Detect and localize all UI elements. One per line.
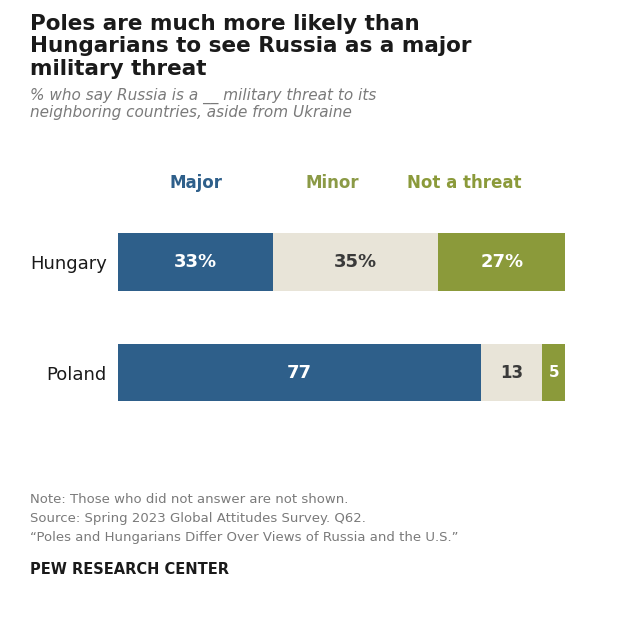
Bar (438, 233, 565, 291)
Text: 13: 13 (500, 364, 523, 382)
Text: Source: Spring 2023 Global Attitudes Survey. Q62.: Source: Spring 2023 Global Attitudes Sur… (30, 512, 366, 525)
Text: Hungarians to see Russia as a major: Hungarians to see Russia as a major (30, 36, 471, 57)
Text: Note: Those who did not answer are not shown.: Note: Those who did not answer are not s… (30, 493, 348, 506)
Text: 35%: 35% (334, 252, 378, 271)
Text: 5: 5 (548, 365, 559, 380)
Text: 77: 77 (286, 364, 312, 382)
Bar (118, 344, 480, 401)
Bar (273, 233, 438, 291)
Text: Major: Major (169, 173, 222, 192)
Text: 33%: 33% (174, 252, 217, 271)
Text: 27%: 27% (480, 252, 523, 271)
Bar (542, 344, 565, 401)
Text: Minor: Minor (306, 173, 359, 192)
Bar (118, 233, 273, 291)
Text: Not a threat: Not a threat (407, 173, 521, 192)
Text: % who say Russia is a __ military threat to its: % who say Russia is a __ military threat… (30, 88, 376, 104)
Text: military threat: military threat (30, 59, 206, 79)
Text: PEW RESEARCH CENTER: PEW RESEARCH CENTER (30, 562, 229, 577)
Text: Poles are much more likely than: Poles are much more likely than (30, 14, 419, 34)
Text: “Poles and Hungarians Differ Over Views of Russia and the U.S.”: “Poles and Hungarians Differ Over Views … (30, 531, 458, 544)
Bar (480, 344, 542, 401)
Text: neighboring countries, aside from Ukraine: neighboring countries, aside from Ukrain… (30, 105, 352, 120)
